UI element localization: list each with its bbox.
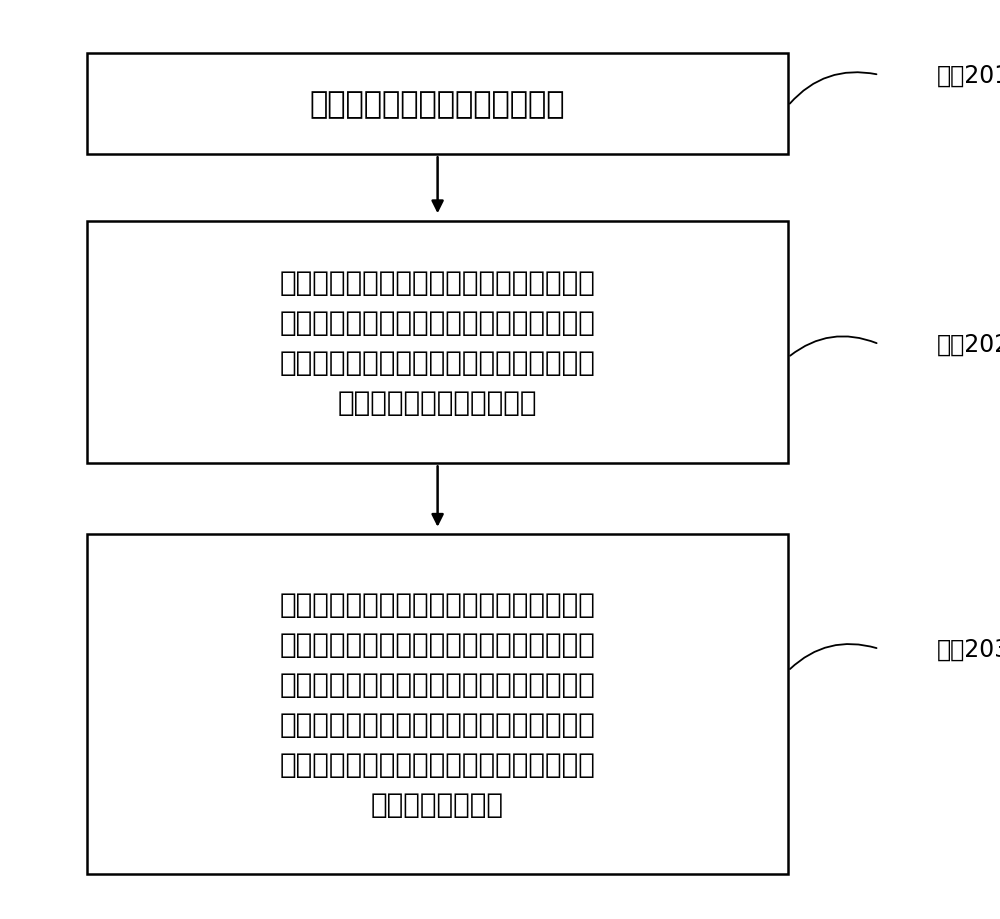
Text: 判断电子设备是否处于充电场景: 判断电子设备是否处于充电场景: [310, 90, 565, 119]
FancyBboxPatch shape: [87, 53, 788, 155]
Text: 步骤203: 步骤203: [937, 637, 1000, 661]
Text: 步骤202: 步骤202: [937, 333, 1000, 357]
Text: 步骤201: 步骤201: [937, 63, 1000, 87]
Text: 在电子设备处于充电场景的情况下，获取电
子设备中目标功率放大器的功率，目标功率
放大器为对辐射杂散测试的干扰噪声大于或
等于预设噪声阈值的放大器: 在电子设备处于充电场景的情况下，获取电 子设备中目标功率放大器的功率，目标功率 …: [280, 268, 596, 416]
FancyBboxPatch shape: [87, 221, 788, 464]
Text: 判断目标功率放大器的功率与预设功率阈值
的大小，在目标功率放大器的功率大于或等
于预设功率阈值的情况下，将电子设备使用
的充电协议由第一充电协议切换为第二充电
: 判断目标功率放大器的功率与预设功率阈值 的大小，在目标功率放大器的功率大于或等 …: [280, 590, 596, 819]
FancyBboxPatch shape: [87, 535, 788, 874]
